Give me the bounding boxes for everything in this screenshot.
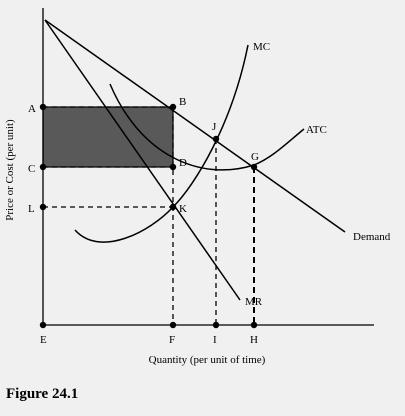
x-tick-I: I: [213, 334, 217, 346]
label-A: A: [28, 103, 36, 115]
point-E-marker: [39, 321, 47, 329]
y-axis-label: Price or Cost (per unit): [4, 119, 16, 221]
demand-curve: [44, 19, 346, 233]
label-L: L: [28, 203, 35, 215]
label-B: B: [179, 96, 186, 108]
point-G-marker: [250, 163, 258, 171]
point-I-marker: [212, 321, 220, 329]
label-J: J: [212, 121, 217, 133]
point-D-marker: [169, 163, 177, 171]
point-B-marker: [169, 103, 177, 111]
point-L-marker: [39, 203, 47, 211]
x-axis-label: Quantity (per unit of time): [149, 354, 266, 366]
label-D: D: [179, 157, 187, 169]
demand-label: Demand: [353, 231, 391, 243]
atc-label: ATC: [306, 124, 327, 136]
x-tick-F: F: [169, 334, 175, 346]
point-F-marker: [169, 321, 177, 329]
label-G: G: [251, 151, 259, 163]
point-J-marker: [212, 135, 220, 143]
point-C-marker: [39, 163, 47, 171]
label-C: C: [28, 163, 35, 175]
atc-curve: [109, 83, 305, 171]
point-A-marker: [39, 103, 47, 111]
mc-label: MC: [253, 41, 270, 53]
point-H-marker: [250, 321, 258, 329]
x-tick-E: E: [40, 334, 47, 346]
x-tick-H: H: [250, 334, 258, 346]
label-K: K: [179, 203, 187, 215]
profit-rectangle: [42, 106, 174, 168]
mr-curve: [44, 19, 241, 301]
mr-label: MR: [245, 296, 263, 308]
figure-caption: Figure 24.1: [6, 386, 78, 402]
point-K-marker: [169, 203, 177, 211]
